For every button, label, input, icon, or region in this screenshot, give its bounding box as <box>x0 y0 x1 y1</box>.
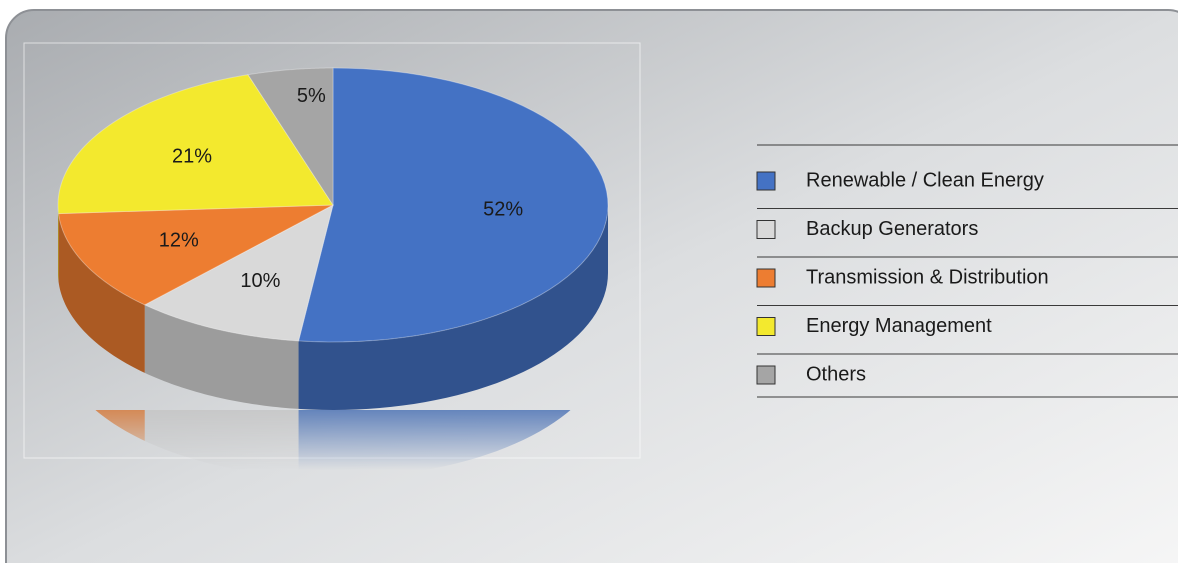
data-label: 10% <box>240 270 280 292</box>
legend-swatch <box>756 220 776 239</box>
reflection <box>58 273 608 478</box>
slice-reflection <box>298 273 608 478</box>
slice <box>143 204 334 342</box>
legend-label: Backup Generators <box>806 218 978 240</box>
slice-reflection <box>58 281 145 441</box>
pie-sides <box>58 205 608 410</box>
legend-label: Energy Management <box>806 315 992 337</box>
legend-label: Renewable / Clean Energy <box>806 169 1044 191</box>
legend-label: Transmission & Distribution <box>806 266 1049 288</box>
slice-reflection <box>144 372 299 477</box>
legend-label: Others <box>806 363 866 385</box>
slice-side <box>58 213 145 373</box>
data-label: 21% <box>172 146 212 168</box>
legend-swatch <box>756 268 776 288</box>
data-label: 5% <box>297 85 326 107</box>
data-label: 12% <box>159 229 199 251</box>
data-label: 52% <box>483 199 523 221</box>
legend-swatch <box>756 365 776 385</box>
legend: Renewable / Clean Energy Backup Generator… <box>756 144 1178 398</box>
slice <box>57 204 334 306</box>
legend-swatch <box>756 317 776 336</box>
slice-side <box>144 304 299 409</box>
slice <box>297 67 609 343</box>
slice-side <box>58 205 59 282</box>
slice <box>247 67 334 207</box>
slice <box>57 74 334 215</box>
pie-tops: 52% 10% 12% 21% 5% <box>57 67 609 343</box>
slice-side <box>298 205 608 410</box>
slice-reflection <box>58 273 59 350</box>
legend-swatch <box>756 171 776 191</box>
